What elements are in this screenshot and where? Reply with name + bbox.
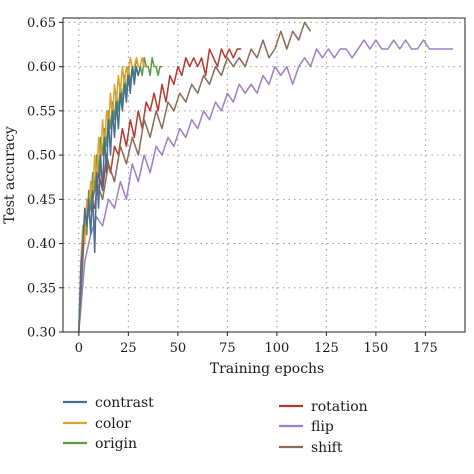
y-axis-label: Test accuracy	[2, 126, 18, 224]
x-tick-labels: 0 25 50 75 100 125 150 175	[75, 332, 438, 356]
legend-label-rotation: rotation	[311, 399, 368, 415]
y-tick-label: 0.40	[27, 237, 56, 252]
x-tick-label: 125	[314, 341, 339, 356]
y-tick-label: 0.30	[27, 326, 56, 341]
y-tick-label: 0.60	[27, 60, 56, 75]
x-tick-label: 150	[363, 341, 388, 356]
legend-label-shift: shift	[311, 440, 343, 456]
x-tick-label: 100	[264, 341, 289, 356]
x-tick-label: 175	[413, 341, 438, 356]
series-line-flip	[78, 39, 454, 333]
series-lines	[78, 21, 454, 333]
legend-label-color: color	[95, 416, 131, 432]
y-tick-labels: 0.30 0.35 0.40 0.45 0.50 0.55 0.60 0.65	[27, 16, 63, 341]
y-tick-label: 0.45	[27, 193, 56, 208]
x-tick-label: 75	[219, 341, 236, 356]
y-tick-label: 0.50	[27, 149, 56, 164]
y-tick-label: 0.35	[27, 281, 56, 296]
x-tick-label: 0	[75, 341, 83, 356]
x-axis-label: Training epochs	[210, 361, 325, 377]
legend: contrast color origin rotation flip shift	[63, 395, 368, 456]
legend-label-contrast: contrast	[95, 395, 154, 411]
legend-label-flip: flip	[311, 419, 334, 435]
series-line-contrast	[78, 65, 141, 333]
y-tick-label: 0.55	[27, 104, 56, 119]
x-tick-label: 25	[120, 341, 137, 356]
y-tick-label: 0.65	[27, 16, 56, 31]
x-tick-label: 50	[170, 341, 187, 356]
series-line-shift	[78, 21, 312, 333]
legend-label-origin: origin	[95, 436, 137, 452]
plot-frame	[62, 17, 466, 333]
